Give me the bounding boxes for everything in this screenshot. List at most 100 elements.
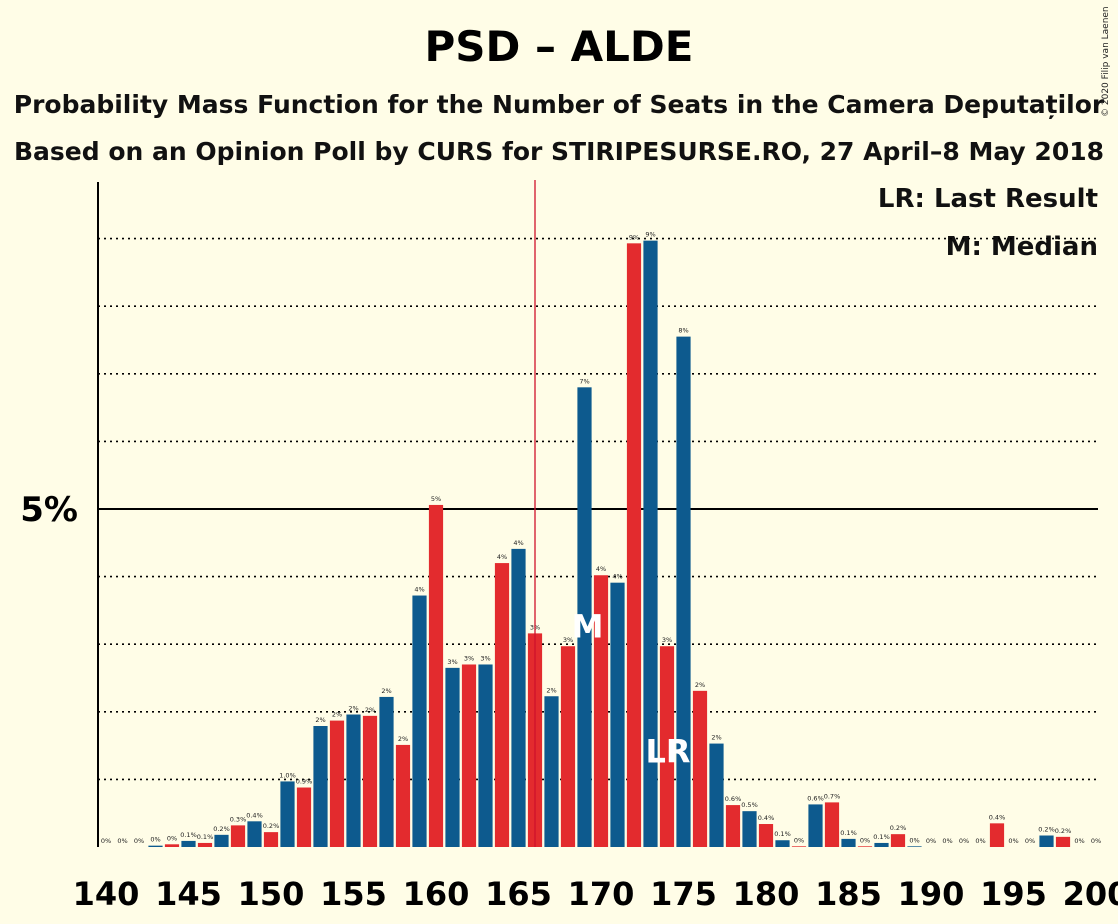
bar-162 [461, 664, 477, 847]
bar-label-152: 0.9% [296, 778, 313, 786]
bar-163 [478, 664, 493, 847]
bar-181 [775, 840, 790, 847]
bar-label-143: 0% [150, 836, 160, 844]
bar-165 [511, 548, 526, 847]
bar-label-183: 0.6% [807, 794, 824, 802]
bar-label-141: 0% [117, 837, 127, 845]
bar-150 [263, 832, 279, 847]
bar-label-181: 0.1% [774, 830, 791, 838]
bar-176 [692, 690, 708, 847]
bar-label-171: 4% [612, 573, 622, 581]
last-result-marker: LR [645, 733, 690, 771]
bar-label-197: 0.2% [1038, 826, 1055, 834]
legend-median: M: Median [945, 232, 1098, 262]
legend-last-result: LR: Last Result [877, 184, 1098, 214]
bar-187 [874, 842, 889, 847]
bar-label-185: 0.1% [840, 829, 857, 837]
bar-label-196: 0% [1025, 837, 1035, 845]
bar-label-184: 0.7% [824, 792, 841, 800]
bar-label-160: 5% [431, 495, 441, 503]
copyright: © 2020 Filip van Laenen [1101, 6, 1111, 117]
bar-label-173: 9% [645, 231, 655, 239]
bar-159 [412, 595, 427, 847]
bar-label-144: 0% [167, 834, 177, 842]
bar-label-162: 3% [464, 654, 474, 662]
bar-156 [362, 715, 378, 847]
x-tick-label-170: 170 [568, 875, 635, 913]
chart-title: PSD – ALDE [424, 22, 694, 71]
bar-164 [494, 563, 510, 847]
bar-175 [676, 336, 691, 847]
bar-label-153: 2% [315, 716, 325, 724]
bar-label-195: 0% [1008, 837, 1018, 845]
y-tick-label: 5% [20, 490, 78, 530]
bar-label-200: 0% [1091, 837, 1101, 845]
x-tick-label-200: 200 [1063, 875, 1118, 913]
bar-label-182: 0% [794, 836, 804, 844]
bar-label-148: 0.3% [230, 815, 247, 823]
bar-182 [791, 846, 807, 847]
bar-label-174: 3% [662, 636, 672, 644]
bar-label-156: 2% [365, 706, 375, 714]
bar-label-146: 0.1% [197, 833, 214, 841]
x-tick-label-150: 150 [238, 875, 305, 913]
bar-label-189: 0% [909, 836, 919, 844]
bar-label-164: 4% [497, 553, 507, 561]
bar-label-198: 0.2% [1055, 827, 1072, 835]
bar-label-150: 0.2% [263, 822, 280, 830]
x-tick-label-145: 145 [155, 875, 222, 913]
bar-label-187: 0.1% [873, 833, 890, 841]
bar-label-192: 0% [959, 837, 969, 845]
bar-label-180: 0.4% [758, 814, 775, 822]
bar-143 [148, 845, 163, 847]
bar-145 [181, 840, 196, 847]
bar-label-168: 3% [563, 636, 573, 644]
bar-label-163: 3% [480, 654, 490, 662]
bar-152 [296, 787, 312, 847]
bar-label-199: 0% [1074, 837, 1084, 845]
bar-167 [544, 696, 559, 847]
x-tick-label-190: 190 [898, 875, 965, 913]
bar-197 [1039, 835, 1054, 847]
bar-label-169: 7% [579, 377, 589, 385]
bar-177 [709, 743, 724, 847]
bar-158 [395, 744, 411, 847]
bar-160 [428, 504, 444, 847]
bar-154 [329, 720, 345, 847]
bar-label-176: 2% [695, 681, 705, 689]
bar-label-177: 2% [711, 734, 721, 742]
bar-label-172: 9% [629, 233, 639, 241]
bar-173 [643, 240, 658, 848]
bar-168 [560, 646, 576, 847]
x-tick-label-185: 185 [815, 875, 882, 913]
bar-157 [379, 696, 394, 847]
bar-185 [841, 838, 856, 847]
bar-183 [808, 804, 823, 847]
bar-198 [1055, 836, 1071, 847]
bar-148 [230, 825, 246, 847]
bar-label-175: 8% [678, 327, 688, 335]
chart-subtitle-source: Based on an Opinion Poll by CURS for STI… [13, 137, 1105, 166]
bar-label-154: 2% [332, 711, 342, 719]
bar-label-159: 4% [414, 586, 424, 594]
bar-label-149: 0.4% [246, 811, 263, 819]
bar-label-191: 0% [942, 837, 952, 845]
x-tick-label-140: 140 [73, 875, 140, 913]
bar-151 [280, 781, 295, 847]
bar-178 [725, 805, 741, 847]
bar-155 [346, 714, 361, 847]
chart-subtitle-description: Probability Mass Function for the Number… [13, 90, 1105, 119]
bar-170 [593, 575, 609, 847]
x-tick-label-195: 195 [980, 875, 1047, 913]
bar-161 [445, 667, 460, 847]
bar-label-178: 0.6% [725, 795, 742, 803]
bar-label-151: 1.0% [279, 771, 296, 779]
bar-label-155: 2% [348, 705, 358, 713]
bar-186 [857, 846, 873, 847]
bar-172 [626, 243, 642, 847]
bar-180 [758, 824, 774, 847]
bar-label-194: 0.4% [989, 813, 1006, 821]
bar-label-167: 2% [546, 686, 556, 694]
x-tick-label-155: 155 [320, 875, 387, 913]
